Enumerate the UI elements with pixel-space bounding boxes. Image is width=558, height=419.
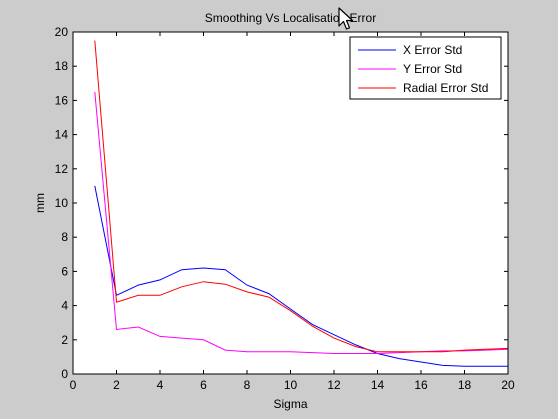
y-axis-label: mm	[33, 193, 47, 213]
axes-frame	[72, 31, 509, 375]
y-tick-label: 14	[55, 128, 69, 142]
legend: X Error Std Y Error Std Radial Error Std	[349, 36, 502, 100]
y-tick-label: 20	[55, 25, 69, 39]
y-tick-label: 6	[61, 264, 68, 278]
x-tick-label: 16	[414, 378, 428, 392]
x-tick-label: 2	[113, 378, 120, 392]
x-tick-label: 20	[501, 378, 515, 392]
series-line-x-error-std	[94, 185, 508, 367]
series-lines	[94, 40, 509, 367]
axis-ticks: 0 2 4 6 8 10 12 14 16 18 20 0 2 4 6 8 10 12 14 16 18 20	[55, 25, 515, 392]
x-tick-label: 18	[458, 378, 472, 392]
x-tick-label: 8	[244, 378, 251, 392]
y-tick-label: 8	[61, 230, 68, 244]
y-tick-label: 12	[55, 162, 69, 176]
y-tick-label: 10	[55, 196, 69, 210]
x-tick-label: 10	[284, 378, 298, 392]
series-line-y-error-std	[94, 91, 509, 354]
x-tick-label: 0	[70, 378, 77, 392]
legend-label-x-error-std: X Error Std	[403, 43, 462, 57]
y-tick-label: 4	[61, 299, 68, 313]
series-line-radial-error-std	[94, 40, 509, 353]
y-tick-label: 2	[61, 333, 68, 347]
legend-label-radial-error-std: Radial Error Std	[403, 81, 488, 95]
mouse-pointer-icon	[338, 7, 354, 30]
y-tick-label: 0	[61, 367, 68, 381]
x-tick-label: 4	[157, 378, 164, 392]
x-axis-label: Sigma	[273, 397, 307, 411]
y-tick-label: 18	[55, 59, 69, 73]
x-tick-label: 14	[371, 378, 385, 392]
chart-title: Smoothing Vs Localisation Error	[205, 11, 376, 25]
x-tick-label: 6	[200, 378, 207, 392]
y-tick-label: 16	[55, 93, 69, 107]
legend-label-y-error-std: Y Error Std	[403, 62, 462, 76]
legend-box	[349, 36, 502, 100]
x-tick-label: 12	[327, 378, 341, 392]
